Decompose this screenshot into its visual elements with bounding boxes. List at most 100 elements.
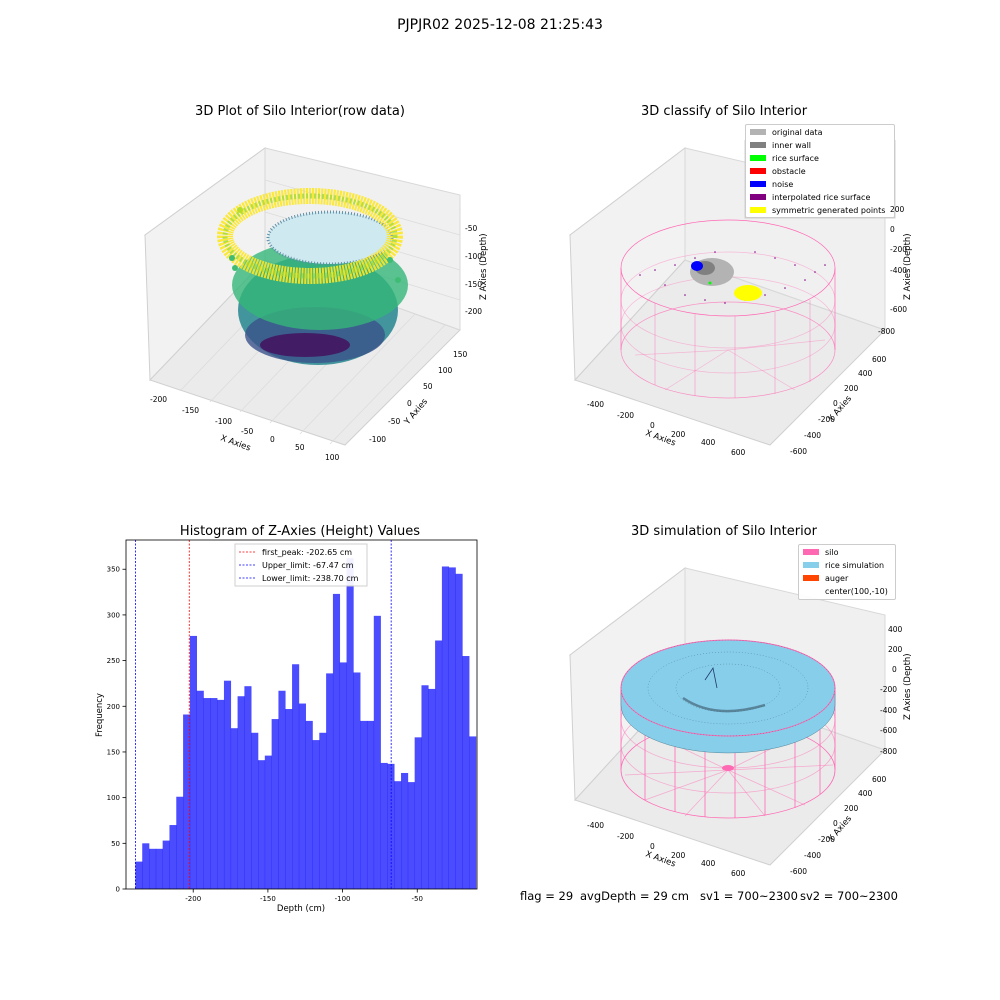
- legend-entry: center(100,-10): [803, 587, 888, 596]
- classify-y-ticks: 600 400 200 0 -200 -400 -600: [790, 355, 887, 456]
- classify-ytick: -600: [790, 447, 807, 456]
- histogram-y-tick-label: 250: [107, 657, 120, 665]
- histogram-y-tick-label: 200: [107, 703, 120, 711]
- legend-swatch: [750, 168, 766, 174]
- legend-label: original data: [772, 128, 823, 137]
- simulation-ztick: -400: [880, 706, 897, 715]
- legend-swatch: [750, 155, 766, 161]
- legend-entry: rice simulation: [803, 561, 884, 570]
- simulation-xtick: 400: [701, 859, 716, 868]
- simulation-xtick: 0: [650, 842, 655, 851]
- legend-swatch: [803, 549, 819, 555]
- histogram-x-tick-label: -100: [335, 895, 351, 903]
- simulation-ztick: 400: [888, 625, 903, 634]
- raw-x-label: X Axies: [219, 433, 252, 453]
- histogram-bar: [237, 696, 245, 889]
- simulation-ztick: -600: [880, 726, 897, 735]
- classify-xtick: 400: [701, 438, 716, 447]
- simulation-ytick: -200: [818, 835, 835, 844]
- histogram-bar: [278, 690, 286, 889]
- histogram-bar: [353, 672, 361, 889]
- classify-ztick: -800: [878, 327, 895, 336]
- histogram-bar: [298, 703, 306, 889]
- classify-ytick: 0: [833, 399, 838, 408]
- histogram-bar: [149, 848, 157, 889]
- raw-x-ticks: -200 -150 -100 -50 0 50 100: [150, 395, 340, 462]
- histogram-bar: [203, 698, 211, 889]
- status-flag: flag = 29: [520, 889, 574, 903]
- histogram-bar: [258, 760, 266, 889]
- histogram-bar: [223, 680, 232, 889]
- raw-ytick: 0: [407, 399, 412, 408]
- histogram-bar: [469, 736, 477, 889]
- histogram-bar: [162, 840, 170, 889]
- histogram-bar: [210, 698, 218, 889]
- classify-rice-surface-points: [708, 281, 712, 285]
- histogram-x-label: Depth (cm): [277, 904, 325, 914]
- legend-swatch: [750, 129, 766, 135]
- legend-swatch: [750, 194, 766, 200]
- classify-ytick: 200: [844, 384, 859, 393]
- histogram-bar: [407, 782, 415, 889]
- histogram-bar: [339, 662, 347, 889]
- legend-swatch: [750, 181, 766, 187]
- raw-xtick: -200: [150, 395, 167, 404]
- simulation-y-label: Y Axies: [826, 814, 854, 845]
- legend-label: rice simulation: [825, 561, 885, 570]
- histogram-bar: [189, 635, 198, 889]
- simulation-ztick: -200: [880, 685, 897, 694]
- raw-xtick: 50: [295, 443, 305, 452]
- legend-swatch: [803, 588, 819, 594]
- raw-xtick: -150: [182, 406, 199, 415]
- simulation-xtick: 600: [731, 869, 746, 878]
- classify-ytick: 400: [858, 369, 873, 378]
- classify-symmetric-points: [734, 285, 762, 301]
- histogram-bar: [244, 686, 252, 889]
- classify-xtick: 200: [671, 430, 686, 439]
- legend-label: silo: [825, 548, 839, 557]
- histogram-bar: [183, 714, 191, 889]
- simulation-xtick: -400: [587, 821, 604, 830]
- raw-ytick: 50: [423, 382, 433, 391]
- legend-entry: noise: [750, 180, 793, 189]
- histogram-bar: [135, 861, 143, 889]
- simulation-xtick: 200: [671, 851, 686, 860]
- histogram-y-tick-label: 0: [116, 886, 120, 894]
- histogram-frame: [125, 539, 478, 890]
- histogram-bar: [448, 567, 456, 889]
- classify-ytick: -200: [818, 415, 835, 424]
- classify-z-ticks: 200 0 -200 -400 -600 -800: [878, 205, 907, 336]
- histogram-bar: [360, 720, 368, 889]
- legend-label: inner wall: [772, 141, 812, 150]
- histogram-bar: [380, 762, 388, 889]
- simulation-rice-surface: [620, 639, 836, 754]
- legend-label: interpolated rice surface: [772, 193, 871, 202]
- histogram-bar: [169, 825, 177, 889]
- raw-ztick: -150: [465, 280, 482, 289]
- status-sv1: sv1 = 700~2300: [700, 889, 798, 903]
- classify-xtick: -400: [587, 400, 604, 409]
- classify-legend-box: original data inner wall rice surface ob…: [745, 124, 895, 218]
- histogram-y-tick-label: 100: [107, 794, 120, 802]
- classify-noise-cluster: [691, 261, 703, 271]
- legend-entry: rice surface: [750, 154, 819, 163]
- histogram-bar: [142, 843, 150, 889]
- classify-y-label: Y Axies: [826, 394, 854, 425]
- classify-plot-title: 3D classify of Silo Interior: [640, 104, 808, 119]
- legend-label: auger: [825, 574, 849, 583]
- histogram-bar: [312, 740, 320, 889]
- status-sv2: sv2 = 700~2300: [800, 889, 898, 903]
- simulation-ztick: 0: [892, 665, 897, 674]
- raw-ytick: -100: [369, 435, 386, 444]
- classify-ztick: 0: [890, 225, 895, 234]
- simulation-silo-center: [722, 765, 734, 771]
- legend-swatch: [750, 207, 766, 213]
- simulation-ytick: 200: [844, 804, 859, 813]
- legend-swatch: [750, 142, 766, 148]
- legend-entry: auger: [803, 574, 848, 583]
- classify-axis-labels: -400 -200 0 200 400 600 X Axies: [587, 400, 746, 457]
- simulation-ytick: 400: [858, 789, 873, 798]
- histogram-bar: [217, 699, 225, 889]
- histogram-legend-box: [234, 543, 368, 587]
- simulation-z-label: Z Axies (Depth): [903, 653, 913, 720]
